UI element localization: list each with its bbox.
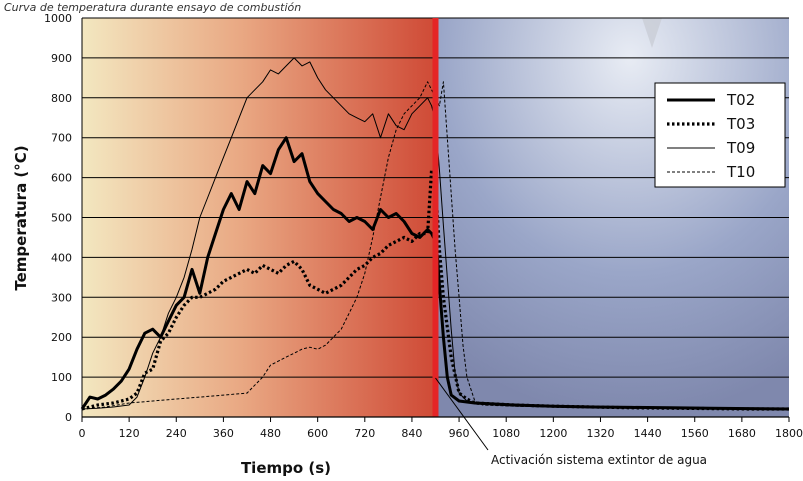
x-tick-label: 1800	[775, 427, 803, 440]
legend-label-t09: T09	[726, 139, 755, 157]
y-tick-label: 400	[51, 251, 72, 264]
y-tick-label: 500	[51, 212, 72, 225]
y-tick-label: 200	[51, 331, 72, 344]
sprinkler-activation-annotation: Activación sistema extintor de agua	[491, 453, 707, 467]
legend: T02 T03 T09 T10	[654, 82, 786, 188]
x-tick-label: 1440	[634, 427, 662, 440]
x-tick-label: 120	[119, 427, 140, 440]
legend-label-t10: T10	[726, 163, 755, 181]
axes: 0 120 240 360 480 600 720 840 960 1080 1200 1320 144…	[79, 18, 803, 440]
x-tick-label: 960	[449, 427, 470, 440]
series-line-t10	[81, 81, 789, 410]
x-axis-title: Tiempo (s)	[241, 459, 331, 477]
x-tick-label: 360	[213, 427, 234, 440]
x-tick-label: 1560	[681, 427, 709, 440]
x-tick-label: 0	[79, 427, 86, 440]
event-layer: Activación sistema extintor de agua	[432, 18, 707, 467]
x-tick-label: 1080	[492, 427, 520, 440]
y-tick-label: 100	[51, 371, 72, 384]
x-tick-label: 720	[354, 427, 375, 440]
y-tick-label: 0	[65, 411, 72, 424]
x-tick-label: 480	[260, 427, 281, 440]
x-tick-label: 1320	[586, 427, 614, 440]
legend-label-t02: T02	[726, 91, 755, 109]
chart-title: Curva de temperatura durante ensayo de c…	[4, 1, 301, 14]
x-tick-label: 240	[166, 427, 187, 440]
y-axis-title: Temperatura (°C)	[12, 145, 30, 290]
legend-label-t03: T03	[726, 115, 755, 133]
y-tick-label: 800	[51, 92, 72, 105]
x-tick-label: 840	[401, 427, 422, 440]
y-tick-label: 1000	[44, 12, 72, 25]
x-tick-label: 600	[307, 427, 328, 440]
series-layer	[80, 57, 790, 411]
y-tick-label: 900	[51, 52, 72, 65]
sprinkler-head-icon	[642, 18, 662, 48]
x-tick-label: 1200	[539, 427, 567, 440]
y-tick-label: 600	[51, 172, 72, 185]
annotation-leader-line	[435, 377, 489, 451]
y-tick-label: 700	[51, 132, 72, 145]
grid-lines: 0 100 200 300 400 500 600 700 800 900 1000	[44, 12, 789, 424]
series-line-t09	[81, 57, 789, 410]
y-tick-label: 300	[51, 291, 72, 304]
x-tick-label: 1680	[728, 427, 756, 440]
